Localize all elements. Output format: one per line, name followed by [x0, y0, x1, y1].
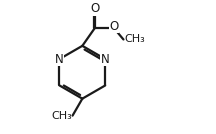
Text: CH₃: CH₃	[124, 34, 145, 44]
Text: O: O	[90, 2, 100, 15]
Text: CH₃: CH₃	[51, 111, 72, 121]
Text: N: N	[55, 53, 64, 66]
Text: N: N	[101, 53, 110, 66]
Text: O: O	[109, 20, 118, 33]
